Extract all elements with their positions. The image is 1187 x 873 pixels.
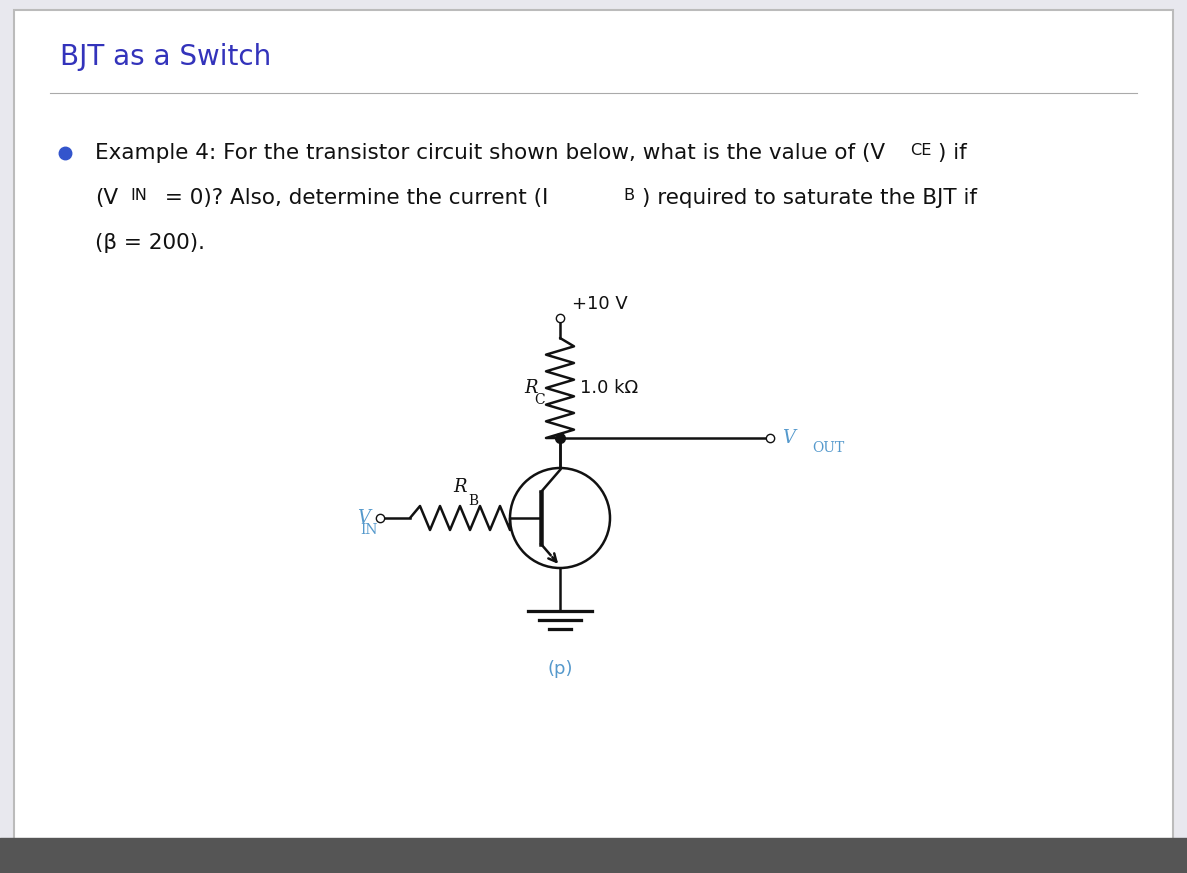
Text: (V: (V <box>95 188 119 208</box>
Text: BJT as a Switch: BJT as a Switch <box>61 43 272 71</box>
Text: +10 V: +10 V <box>572 295 628 313</box>
Text: 1.0 kΩ: 1.0 kΩ <box>580 379 639 397</box>
Text: C: C <box>534 393 545 407</box>
Text: V: V <box>782 429 795 447</box>
Text: (p): (p) <box>547 660 573 678</box>
Text: (β = 200).: (β = 200). <box>95 233 205 253</box>
Text: V: V <box>357 509 370 527</box>
Text: IN: IN <box>361 523 377 537</box>
Text: CE: CE <box>910 143 932 158</box>
Text: B: B <box>468 494 478 508</box>
Text: R: R <box>525 379 538 397</box>
Text: OUT: OUT <box>812 441 844 455</box>
Text: ) if: ) if <box>938 143 966 163</box>
Text: = 0)? Also, determine the current (I: = 0)? Also, determine the current (I <box>158 188 548 208</box>
Text: R: R <box>453 478 466 496</box>
Text: B: B <box>623 188 634 203</box>
Text: Example 4: For the transistor circuit shown below, what is the value of (V: Example 4: For the transistor circuit sh… <box>95 143 886 163</box>
Text: ) required to saturate the BJT if: ) required to saturate the BJT if <box>642 188 977 208</box>
Text: IN: IN <box>131 188 147 203</box>
